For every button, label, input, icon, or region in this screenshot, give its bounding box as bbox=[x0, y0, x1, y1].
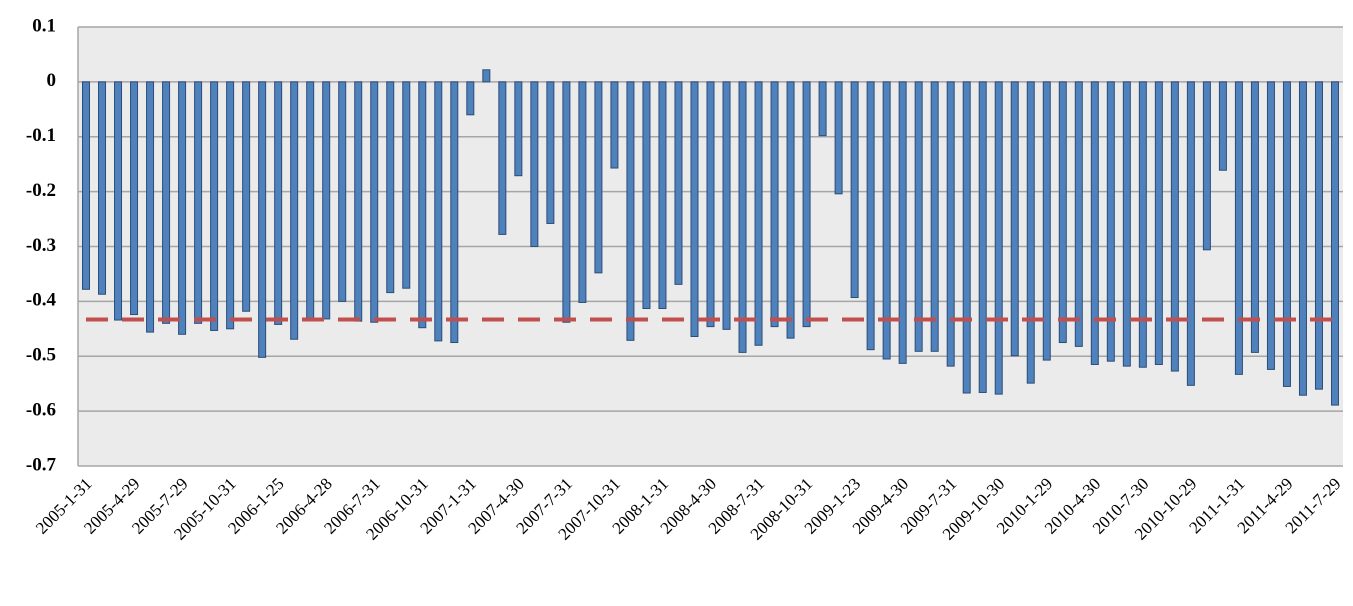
bar bbox=[610, 81, 619, 169]
y-tick-label: -0.2 bbox=[26, 180, 56, 201]
bar bbox=[1106, 81, 1115, 362]
bar bbox=[546, 81, 555, 224]
bar bbox=[386, 81, 395, 294]
bar bbox=[962, 81, 971, 394]
y-tick-label: -0.4 bbox=[26, 290, 57, 311]
bar bbox=[722, 81, 731, 330]
y-tick-label: -0.3 bbox=[26, 235, 56, 256]
bar bbox=[466, 81, 475, 116]
bar bbox=[1250, 81, 1259, 353]
bar bbox=[1154, 81, 1163, 365]
y-tick-label: 0.1 bbox=[32, 15, 56, 36]
bar bbox=[850, 81, 859, 299]
y-tick-label: -0.5 bbox=[26, 345, 56, 366]
bar bbox=[258, 81, 267, 358]
bar bbox=[1170, 81, 1179, 372]
bar bbox=[898, 81, 907, 364]
bar bbox=[1218, 81, 1227, 171]
bar bbox=[802, 81, 811, 328]
bar bbox=[1330, 81, 1339, 406]
bar bbox=[194, 81, 203, 324]
bar bbox=[274, 81, 283, 325]
bar bbox=[1026, 81, 1035, 384]
bar bbox=[594, 81, 603, 274]
bar bbox=[994, 81, 1003, 395]
bar bbox=[1266, 81, 1275, 370]
bar bbox=[210, 81, 219, 331]
bar bbox=[146, 81, 155, 333]
bar bbox=[642, 81, 651, 310]
bar bbox=[402, 81, 411, 289]
bar bbox=[290, 81, 299, 340]
bar bbox=[674, 81, 683, 285]
bar bbox=[562, 81, 571, 323]
bar bbox=[498, 81, 507, 235]
bar bbox=[434, 81, 443, 342]
bar bbox=[882, 81, 891, 360]
bar bbox=[306, 81, 315, 320]
bar bbox=[690, 81, 699, 337]
bar bbox=[1058, 81, 1067, 344]
bar bbox=[658, 81, 667, 310]
bar bbox=[114, 81, 123, 321]
bar bbox=[754, 81, 763, 346]
y-tick-label: -0.7 bbox=[26, 454, 57, 475]
bar bbox=[1122, 81, 1131, 367]
bar bbox=[1138, 81, 1147, 368]
bar bbox=[1314, 81, 1323, 390]
y-tick-label: 0 bbox=[47, 70, 57, 91]
bar bbox=[1298, 81, 1307, 396]
bar bbox=[370, 81, 379, 323]
bar bbox=[1042, 81, 1051, 361]
bar bbox=[530, 81, 539, 247]
bar bbox=[418, 81, 427, 329]
bar bbox=[338, 81, 347, 302]
bar bbox=[1090, 81, 1099, 365]
bar bbox=[866, 81, 875, 351]
bar bbox=[770, 81, 779, 328]
bar bbox=[1234, 81, 1243, 375]
bar bbox=[178, 81, 187, 335]
bar bbox=[786, 81, 795, 339]
bar bbox=[818, 81, 827, 137]
bar bbox=[930, 81, 939, 352]
y-tick-label: -0.6 bbox=[26, 399, 56, 420]
bar bbox=[738, 81, 747, 353]
bar bbox=[1186, 81, 1195, 386]
bar bbox=[946, 81, 955, 367]
bar bbox=[1282, 81, 1291, 387]
bar bbox=[450, 81, 459, 344]
bar bbox=[482, 69, 491, 83]
bar bbox=[1202, 81, 1211, 251]
bar bbox=[706, 81, 715, 328]
bar bbox=[978, 81, 987, 393]
bar bbox=[242, 81, 251, 312]
bar bbox=[514, 81, 523, 177]
y-tick-label: -0.1 bbox=[26, 125, 56, 146]
bar bbox=[130, 81, 139, 316]
bar bbox=[1074, 81, 1083, 347]
bar bbox=[626, 81, 635, 341]
bar bbox=[162, 81, 171, 324]
bar bbox=[82, 81, 91, 290]
bar bbox=[578, 81, 587, 303]
bar bbox=[354, 81, 363, 322]
bar bbox=[322, 81, 331, 320]
bar bbox=[98, 81, 107, 295]
bar bbox=[834, 81, 843, 195]
bar bbox=[1010, 81, 1019, 357]
bar bbox=[914, 81, 923, 352]
bar bbox=[226, 81, 235, 330]
